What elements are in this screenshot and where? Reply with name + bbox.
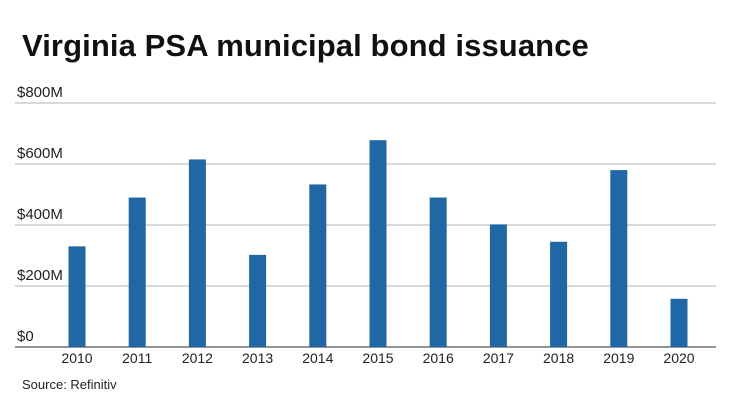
bar — [309, 184, 327, 347]
y-axis-tick-labels: $0 $200M $400M $600M $800M — [17, 84, 63, 345]
x-tick-label: 2012 — [182, 350, 213, 366]
bar — [670, 298, 688, 347]
y-tick-label: $800M — [17, 84, 63, 101]
x-tick-label: 2019 — [603, 350, 634, 366]
y-tick-label: $600M — [17, 145, 63, 162]
bar — [188, 159, 206, 347]
source-note: Source: Refinitiv — [22, 377, 117, 392]
x-tick-label: 2018 — [543, 350, 574, 366]
bar — [429, 197, 447, 347]
x-tick-label: 2011 — [122, 350, 152, 366]
x-tick-label: 2014 — [302, 350, 333, 366]
chart-title: Virginia PSA municipal bond issuance — [22, 28, 589, 63]
bars — [68, 140, 688, 347]
x-tick-label: 2013 — [242, 350, 273, 366]
bar — [249, 254, 267, 347]
bar — [369, 140, 387, 347]
bar — [68, 246, 86, 347]
bar — [489, 224, 507, 347]
y-tick-label: $0 — [17, 328, 34, 345]
x-axis-tick-labels: 2010 2011 2012 2013 2014 2015 2016 2017 2018 2019… — [61, 350, 694, 366]
y-tick-label: $200M — [17, 267, 63, 284]
x-tick-label: 2017 — [483, 350, 514, 366]
bar — [550, 241, 568, 347]
x-tick-label: 2016 — [423, 350, 454, 366]
bar — [128, 197, 146, 347]
x-tick-label: 2010 — [61, 350, 92, 366]
x-tick-label: 2015 — [362, 350, 393, 366]
bar — [610, 170, 628, 347]
x-tick-label: 2020 — [663, 350, 694, 366]
y-tick-label: $400M — [17, 206, 63, 223]
